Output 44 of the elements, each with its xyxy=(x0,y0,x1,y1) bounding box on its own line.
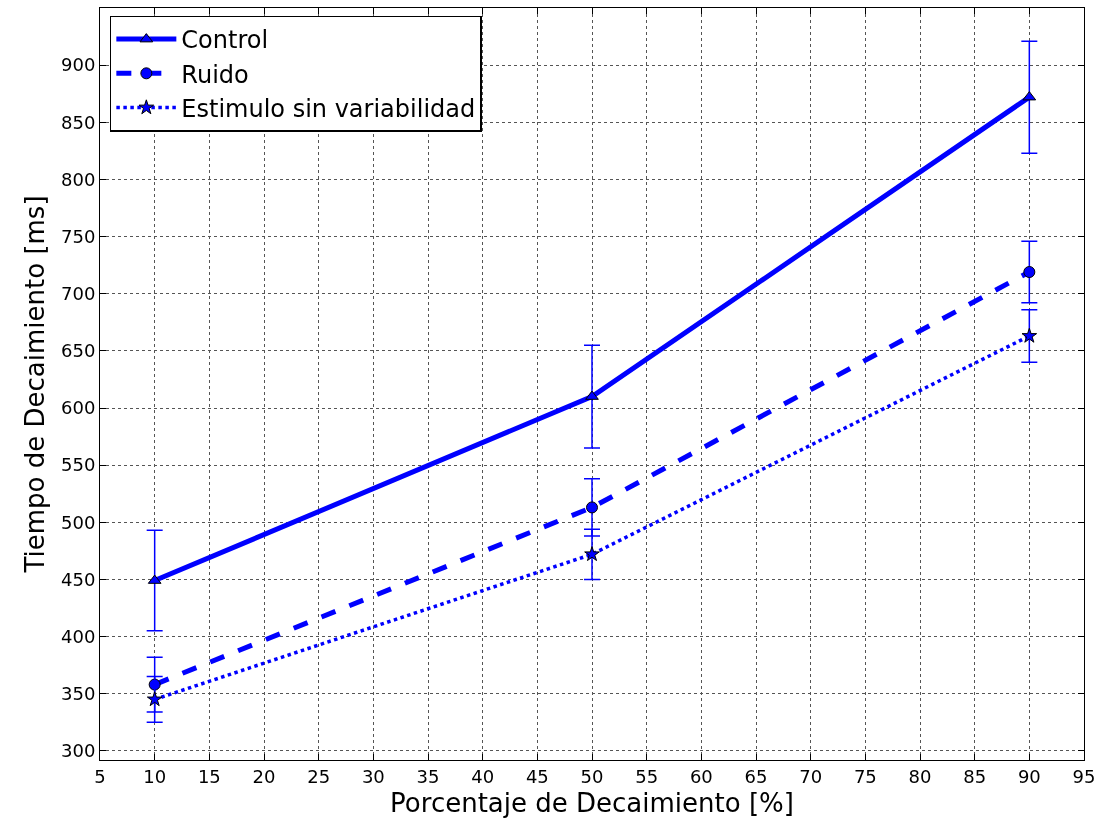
x-axis-title: Porcentaje de Decaimiento [%] xyxy=(390,788,794,819)
y-tick-label: 300 xyxy=(61,740,96,762)
x-tick-label: 30 xyxy=(361,765,385,787)
y-tick-label: 750 xyxy=(61,225,96,247)
point xyxy=(1021,327,1038,343)
x-tick-label: 60 xyxy=(689,765,713,787)
x-tick-label: 55 xyxy=(635,765,659,787)
x-tick-label: 75 xyxy=(853,765,877,787)
x-tick-label: 70 xyxy=(799,765,823,787)
point xyxy=(1023,266,1036,278)
x-tick-label: 95 xyxy=(1072,765,1096,787)
x-tick-label: 90 xyxy=(1017,765,1041,787)
legend-label: Estimulo sin variabilidad xyxy=(181,94,476,123)
y-tick-label: 850 xyxy=(61,111,96,133)
x-tick-label: 25 xyxy=(307,765,331,787)
y-tick-label: 800 xyxy=(61,168,96,190)
y-tick-label: 350 xyxy=(61,683,96,705)
y-axis-title: Tiempo de Decaimiento [ms] xyxy=(20,195,51,574)
x-tick-label: 40 xyxy=(471,765,495,787)
y-tick-label: 600 xyxy=(61,397,96,419)
point xyxy=(148,678,161,691)
y-tick-label: 650 xyxy=(61,340,96,362)
x-tick-label: 85 xyxy=(963,765,987,787)
y-tick-label: 400 xyxy=(61,625,96,647)
legend-label: Control xyxy=(181,26,269,55)
x-tick-label: 45 xyxy=(525,765,549,787)
x-tick-label: 80 xyxy=(908,765,932,787)
x-tick-label: 50 xyxy=(580,765,604,787)
y-tick-label: 550 xyxy=(61,454,96,476)
x-tick-label: 10 xyxy=(143,765,167,787)
point xyxy=(146,691,163,707)
x-tick-label: 35 xyxy=(416,765,440,787)
x-tick-label: 5 xyxy=(94,765,106,787)
y-tick-label: 900 xyxy=(61,54,96,76)
y-tick-label: 500 xyxy=(61,511,96,533)
legend-label: Ruido xyxy=(181,60,249,89)
y-tick-label: 450 xyxy=(61,568,96,590)
point xyxy=(586,501,598,514)
point xyxy=(585,390,599,400)
x-tick-label: 15 xyxy=(197,765,221,787)
x-tick-label: 65 xyxy=(744,765,768,787)
point xyxy=(584,546,600,562)
x-tick-label: 20 xyxy=(252,765,276,787)
y-tick-label: 700 xyxy=(61,283,96,305)
